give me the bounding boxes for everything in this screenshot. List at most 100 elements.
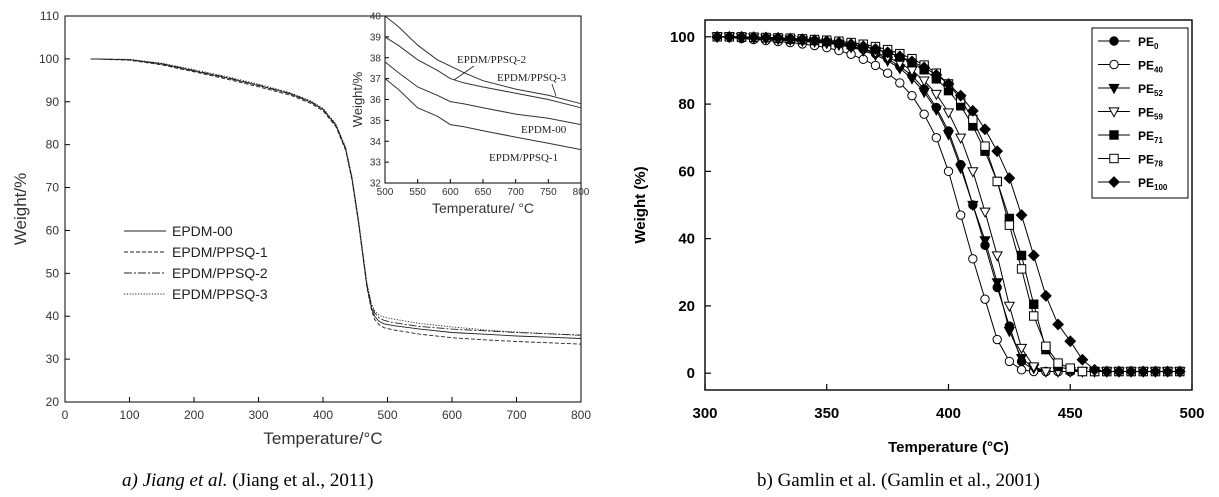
chart-b-ytick-label: 40 bbox=[678, 231, 695, 248]
caption-a-authors: a) Jiang et al. bbox=[122, 470, 228, 491]
chart-b-legend-marker bbox=[1108, 83, 1120, 95]
chart-b-point bbox=[882, 68, 893, 78]
chart-a-ytick-label: 80 bbox=[46, 138, 60, 152]
chart-b-point bbox=[980, 294, 990, 304]
chart-b-point bbox=[881, 46, 894, 59]
chart-b-point bbox=[1077, 366, 1088, 377]
chart-b-point bbox=[979, 123, 991, 136]
chart-a-ytick-label: 110 bbox=[40, 9, 59, 23]
chart-a-series-4 bbox=[90, 58, 582, 336]
chart-a-ytick-label: 60 bbox=[46, 223, 60, 237]
chart-b-point bbox=[759, 31, 772, 44]
chart-a-xtick-label: 200 bbox=[184, 408, 204, 422]
inset-annotation: EPDM-00 bbox=[521, 124, 567, 136]
chart-b-xtick-label: 400 bbox=[936, 405, 961, 422]
chart-b-point bbox=[906, 55, 918, 68]
chart-b-point bbox=[1053, 358, 1063, 368]
chart-b-point bbox=[1100, 365, 1113, 378]
chart-b-point bbox=[1016, 365, 1027, 375]
chart-b-point bbox=[979, 207, 991, 218]
chart-b-series-PE100 bbox=[711, 30, 1186, 378]
inset-annotation: EPDM/PPSQ-3 bbox=[497, 72, 567, 84]
inset-series-2 bbox=[384, 36, 582, 109]
chart-b-point bbox=[992, 176, 1002, 187]
chart-b-point bbox=[808, 34, 821, 47]
caption-a-reference: (Jiang et al., 2011) bbox=[227, 470, 374, 491]
chart-a-series-3 bbox=[90, 58, 582, 336]
chart-b-point bbox=[869, 43, 882, 55]
chart-b-point bbox=[1004, 356, 1015, 367]
chart-a-xtick-label: 300 bbox=[248, 408, 268, 422]
chart-b-point bbox=[1088, 363, 1101, 376]
chart-b-point bbox=[1076, 353, 1089, 366]
chart-b-point bbox=[991, 251, 1003, 262]
chart-b-point bbox=[1052, 318, 1064, 331]
chart-b-point bbox=[895, 78, 905, 88]
chart-b-point bbox=[930, 105, 942, 117]
chart-b-point bbox=[1064, 335, 1077, 348]
chart-a-xtick-label: 100 bbox=[119, 408, 139, 422]
chart-b-point bbox=[1125, 365, 1138, 378]
chart-a-ytick-label: 100 bbox=[39, 52, 59, 66]
chart-b-point bbox=[1113, 365, 1125, 378]
inset-xtick-label: 600 bbox=[442, 187, 459, 198]
chart-a-legend-label: EPDM/PPSQ-2 bbox=[172, 265, 268, 281]
chart-b-legend-box bbox=[1091, 27, 1189, 199]
chart-b-point bbox=[967, 200, 979, 212]
chart-b-point bbox=[723, 30, 736, 43]
chart-b-legend-label: PE100 bbox=[1138, 176, 1168, 192]
chart-b-point bbox=[1016, 264, 1027, 274]
inset-xtick-label: 650 bbox=[475, 187, 492, 198]
caption-a: a) Jiang et al. (Jiang et al., 2011) bbox=[122, 470, 374, 492]
chart-b-point bbox=[1003, 327, 1016, 338]
chart-b-point bbox=[711, 30, 724, 43]
chart-b-ytick-label: 100 bbox=[670, 29, 695, 46]
chart-b-legend-marker bbox=[1109, 59, 1119, 70]
chart-b-point bbox=[1015, 353, 1028, 365]
chart-b-ytick-label: 20 bbox=[678, 298, 695, 315]
chart-b-point bbox=[772, 31, 784, 44]
chart-b-point bbox=[918, 76, 930, 87]
chart-a-ytick-label: 30 bbox=[46, 352, 60, 366]
inset-xtick-label: 550 bbox=[409, 187, 426, 198]
chart-b-ytick-label: 0 bbox=[687, 365, 695, 382]
chart-b-point bbox=[979, 236, 991, 247]
chart-b-point bbox=[1041, 341, 1051, 351]
chart-b-point bbox=[1004, 220, 1015, 230]
chart-b-point bbox=[942, 108, 955, 119]
inset-series-1 bbox=[384, 15, 582, 105]
chart-b-point bbox=[966, 104, 979, 117]
chart-b-legend-label: PE71 bbox=[1138, 129, 1163, 145]
chart-a-legend-label: EPDM/PPSQ-3 bbox=[172, 286, 268, 302]
chart-b-point bbox=[1027, 249, 1040, 262]
inset-ylabel: Weight/% bbox=[350, 71, 365, 127]
inset-annotation-arrow bbox=[551, 83, 557, 97]
chart-b-legend-marker bbox=[1109, 36, 1119, 46]
chart-b-point bbox=[1149, 365, 1162, 378]
chart-b-legend-marker bbox=[1108, 107, 1120, 118]
chart-b-point bbox=[955, 133, 967, 144]
chart-b-point bbox=[991, 145, 1004, 158]
chart-b-point bbox=[1015, 209, 1028, 221]
chart-b-point bbox=[735, 30, 748, 43]
chart-b-point bbox=[918, 61, 931, 74]
chart-b-point bbox=[919, 109, 929, 119]
chart-a-ytick-label: 20 bbox=[46, 395, 60, 409]
chart-b-point bbox=[942, 78, 955, 90]
inset-ytick-label: 36 bbox=[370, 95, 382, 106]
chart-b-point bbox=[784, 32, 797, 45]
inset-annotation: EPDM/PPSQ-1 bbox=[489, 152, 558, 164]
chart-b-point bbox=[1040, 367, 1052, 378]
chart-b-point bbox=[1137, 365, 1150, 378]
chart-b-point bbox=[980, 141, 990, 151]
chart-b-point bbox=[833, 36, 845, 49]
chart-b-point bbox=[955, 163, 967, 175]
chart-a-xtick-label: 700 bbox=[506, 408, 526, 422]
chart-a-legend-label: EPDM/PPSQ-1 bbox=[172, 244, 268, 260]
chart-a: 0 100 200 300 400 500 600 700 800 20 30 40 50 60 70 80 9… bbox=[11, 9, 591, 448]
inset-xtick-label: 800 bbox=[573, 187, 590, 198]
inset-annotation: EPDM/PPSQ-2 bbox=[457, 54, 526, 66]
chart-b-xtick-label: 500 bbox=[1179, 405, 1204, 422]
chart-b-point bbox=[1039, 289, 1052, 302]
